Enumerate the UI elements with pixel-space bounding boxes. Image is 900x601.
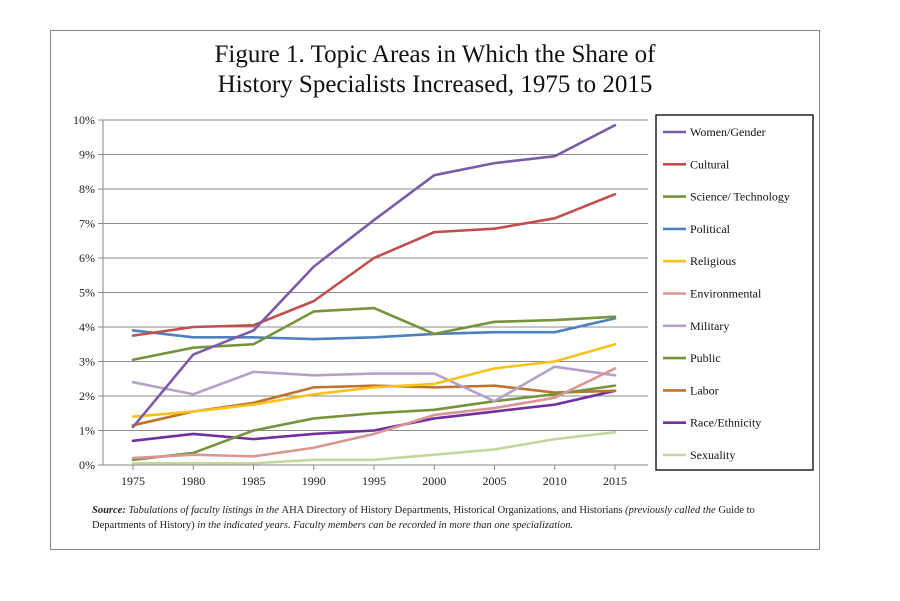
series-line-race-ethnicity [131, 389, 617, 443]
x-tick-label: 2015 [603, 474, 627, 488]
series-lines [131, 123, 617, 465]
y-tick-label: 10% [73, 113, 95, 127]
legend-label-cultural: Cultural [690, 157, 730, 171]
series-line-environmental [131, 367, 617, 460]
x-tick-label: 1995 [362, 474, 386, 488]
source-upright-a: AHA Directory of History Departments, Hi… [281, 505, 623, 516]
series-line-sexuality [131, 430, 617, 465]
source-text-b: (previously called the [625, 505, 716, 516]
y-tick-label: 1% [79, 424, 95, 438]
chart-title-line-2: History Specialists Increased, 1975 to 2… [217, 71, 653, 98]
series-line-cultural [131, 192, 617, 337]
chart-title: Figure 1. Topic Areas in Which the Share… [50, 40, 820, 100]
series-line-science-technology [131, 306, 617, 362]
source-label: Source: [92, 505, 126, 516]
series-line-military [131, 365, 617, 403]
y-tick-label: 8% [79, 182, 95, 196]
y-tick-label: 3% [79, 355, 95, 369]
legend-label-sexuality: Sexuality [690, 448, 735, 462]
legend-label-labor: Labor [690, 383, 719, 397]
legend-label-science-technology: Science/ Technology [690, 190, 790, 204]
chart-title-line-1: Figure 1. Topic Areas in Which the Share… [214, 41, 656, 68]
y-tick-label: 2% [79, 389, 95, 403]
source-text-a: Tabulations of faculty listings in the [128, 505, 279, 516]
x-tick-label: 2000 [422, 474, 446, 488]
x-tick-label: 2005 [483, 474, 507, 488]
y-tick-labels: 0% 1% 2% 3% 4% 5% 6% 7% 8% 9% 10% [73, 113, 95, 472]
legend: Women/Gender Cultural Science/ Technology P… [655, 114, 814, 471]
legend-label-women-gender: Women/Gender [690, 125, 766, 139]
legend-label-religious: Religious [690, 254, 736, 268]
source-text-c: in the indicated years. Faculty members … [197, 520, 574, 531]
x-tick-label: 2010 [543, 474, 567, 488]
y-tick-label: 5% [79, 286, 95, 300]
series-line-public [131, 384, 617, 462]
x-tick-label: 1975 [121, 474, 145, 488]
series-line-religious [131, 342, 617, 419]
legend-label-public: Public [690, 351, 721, 365]
legend-label-political: Political [690, 222, 731, 236]
y-tick-label: 6% [79, 251, 95, 265]
source-note: Source: Tabulations of faculty listings … [92, 503, 792, 533]
y-tick-label: 0% [79, 458, 95, 472]
series-line-women-gender [131, 123, 617, 429]
y-tick-label: 9% [79, 148, 95, 162]
source-upright-b: Guide to Departments of History) [92, 505, 755, 531]
x-tick-label: 1990 [302, 474, 326, 488]
y-tick-label: 7% [79, 217, 95, 231]
axes [102, 120, 648, 466]
series-line-political [131, 317, 617, 341]
legend-label-environmental: Environmental [690, 287, 762, 301]
x-tick-label: 1985 [242, 474, 266, 488]
x-tick-label: 1980 [181, 474, 205, 488]
y-tick-label: 4% [79, 320, 95, 334]
legend-label-race-ethnicity: Race/Ethnicity [690, 416, 761, 430]
x-tick-labels: 1975 1980 1985 1990 1995 2000 2005 2010 2015 [121, 465, 627, 488]
legend-label-military: Military [690, 319, 729, 333]
